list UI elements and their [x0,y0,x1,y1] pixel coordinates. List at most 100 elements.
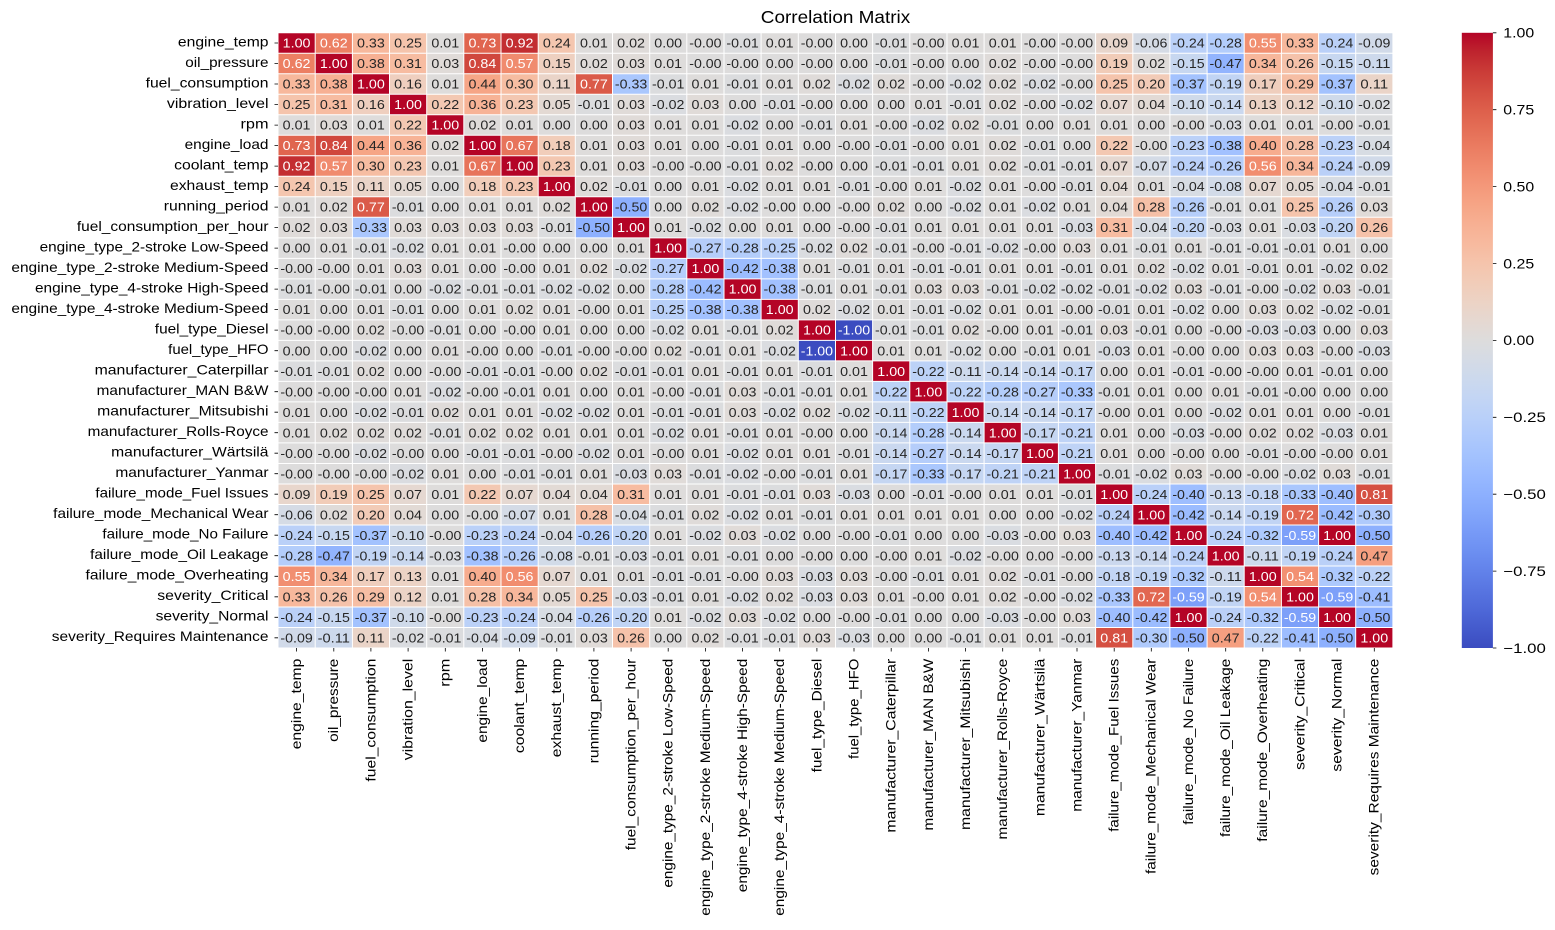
svg-text:0.02: 0.02 [989,56,1017,71]
svg-text:-0.33: -0.33 [1061,384,1093,399]
svg-text:0.01: 0.01 [915,179,943,194]
svg-text:-0.28: -0.28 [987,384,1019,399]
svg-text:-0.21: -0.21 [1061,425,1093,440]
svg-text:0.01: 0.01 [357,302,385,317]
svg-text:engine_type_2-stroke Medium-Sp: engine_type_2-stroke Medium-Speed [697,659,713,916]
svg-text:-0.02: -0.02 [912,118,944,133]
svg-text:1.00: 1.00 [469,138,497,153]
svg-text:0.03: 0.03 [840,569,868,584]
svg-text:0.00: 0.00 [1175,323,1203,338]
svg-text:-0.00: -0.00 [1321,343,1353,358]
svg-text:0.02: 0.02 [580,364,608,379]
svg-text:0.03: 0.03 [1063,528,1091,543]
svg-text:0.00: 0.00 [840,97,868,112]
svg-text:Correlation Matrix: Correlation Matrix [761,7,911,27]
svg-text:0.34: 0.34 [1286,159,1314,174]
svg-text:-0.38: -0.38 [764,261,796,276]
svg-text:−0.50: −0.50 [1503,486,1546,502]
svg-text:0.03: 0.03 [1323,466,1351,481]
svg-text:0.02: 0.02 [357,323,385,338]
svg-text:-0.30: -0.30 [1358,507,1390,522]
svg-text:manufacturer_Mitsubishi: manufacturer_Mitsubishi [97,403,268,419]
svg-text:-0.20: -0.20 [615,528,647,543]
svg-text:-1.00: -1.00 [801,343,833,358]
svg-text:1.00: 1.00 [1360,630,1388,645]
svg-text:-0.00: -0.00 [1210,425,1242,440]
svg-text:-0.14: -0.14 [875,425,907,440]
svg-text:0.31: 0.31 [1100,220,1128,235]
svg-text:0.01: 0.01 [1026,487,1054,502]
svg-text:-0.01: -0.01 [912,159,944,174]
svg-text:-0.01: -0.01 [1210,241,1242,256]
svg-text:0.01: 0.01 [357,261,385,276]
svg-text:failure_mode_Oil Leakage: failure_mode_Oil Leakage [1217,658,1233,837]
svg-text:0.01: 0.01 [1100,118,1128,133]
svg-text:0.01: 0.01 [989,36,1017,51]
svg-text:-0.00: -0.00 [280,384,312,399]
svg-text:-0.33: -0.33 [1284,487,1316,502]
svg-text:1.00: 1.00 [877,364,905,379]
svg-text:1.00: 1.00 [989,425,1017,440]
svg-text:1.00: 1.00 [729,282,757,297]
svg-text:-0.00: -0.00 [578,343,610,358]
svg-text:1.00: 1.00 [654,241,682,256]
svg-text:-0.02: -0.02 [652,97,684,112]
svg-text:-0.01: -0.01 [392,405,424,420]
svg-text:0.01: 0.01 [989,630,1017,645]
svg-text:-0.19: -0.19 [1247,507,1279,522]
svg-text:0.01: 0.01 [431,77,459,92]
svg-text:0.03: 0.03 [729,384,757,399]
svg-text:0.07: 0.07 [1100,97,1128,112]
svg-text:-0.01: -0.01 [503,446,535,461]
svg-text:0.01: 0.01 [989,179,1017,194]
svg-text:0.01: 0.01 [1026,302,1054,317]
svg-text:-0.00: -0.00 [429,610,461,625]
svg-text:manufacturer_Yanmar: manufacturer_Yanmar [115,464,269,480]
svg-text:0.01: 0.01 [1249,200,1277,215]
svg-text:-0.00: -0.00 [652,384,684,399]
svg-text:-0.50: -0.50 [578,220,610,235]
svg-text:0.11: 0.11 [357,630,385,645]
svg-text:0.01: 0.01 [580,138,608,153]
svg-text:-0.07: -0.07 [1135,159,1167,174]
svg-text:0.15: 0.15 [320,179,348,194]
svg-text:-0.01: -0.01 [1135,323,1167,338]
svg-text:1.00: 1.00 [1323,610,1351,625]
svg-text:-0.02: -0.02 [1210,405,1242,420]
svg-text:1.00: 1.00 [692,261,720,276]
svg-text:-0.02: -0.02 [429,384,461,399]
svg-text:0.00: 0.00 [1503,332,1534,348]
svg-text:0.00: 0.00 [654,200,682,215]
svg-text:0.01: 0.01 [877,343,905,358]
svg-text:1.00: 1.00 [394,97,422,112]
svg-text:-0.04: -0.04 [541,528,573,543]
svg-text:0.03: 0.03 [469,220,497,235]
svg-text:-0.26: -0.26 [503,548,535,563]
svg-text:0.00: 0.00 [766,118,794,133]
svg-text:-0.14: -0.14 [987,364,1019,379]
svg-text:-0.01: -0.01 [801,466,833,481]
svg-text:failure_mode_Overheating: failure_mode_Overheating [1254,659,1270,842]
svg-text:engine_temp: engine_temp [288,658,304,749]
svg-text:0.05: 0.05 [543,97,571,112]
svg-text:-0.27: -0.27 [1024,384,1056,399]
svg-text:0.00: 0.00 [877,97,905,112]
svg-text:0.03: 0.03 [1063,241,1091,256]
svg-text:-0.23: -0.23 [1321,138,1353,153]
svg-text:0.01: 0.01 [692,118,720,133]
svg-text:0.01: 0.01 [1175,241,1203,256]
svg-text:0.01: 0.01 [766,507,794,522]
svg-text:-0.21: -0.21 [987,466,1019,481]
svg-text:-0.00: -0.00 [1172,446,1204,461]
svg-text:-0.00: -0.00 [318,323,350,338]
svg-text:-0.02: -0.02 [949,343,981,358]
svg-text:-0.00: -0.00 [280,446,312,461]
svg-text:0.92: 0.92 [283,159,311,174]
svg-text:0.00: 0.00 [952,56,980,71]
svg-text:0.00: 0.00 [283,241,311,256]
svg-text:0.01: 0.01 [357,118,385,133]
svg-text:-0.24: -0.24 [1172,548,1204,563]
svg-text:manufacturer_Rolls-Royce: manufacturer_Rolls-Royce [994,658,1010,839]
svg-text:1.00: 1.00 [840,343,868,358]
svg-text:-0.21: -0.21 [1061,446,1093,461]
